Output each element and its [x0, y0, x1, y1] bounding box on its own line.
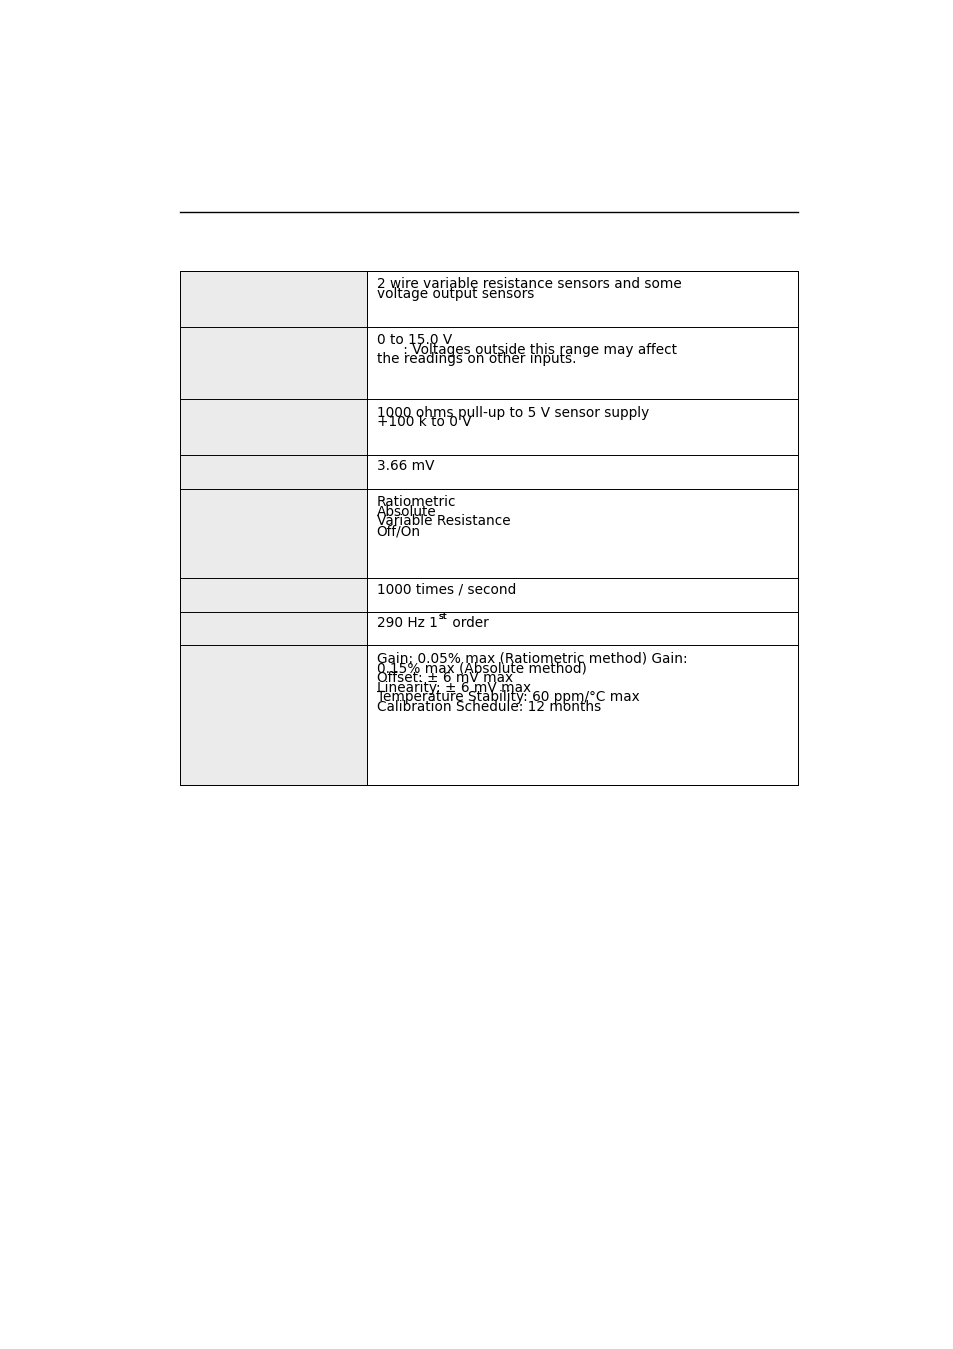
- Bar: [180, 488, 366, 579]
- Text: Calibration Schedule: 12 months: Calibration Schedule: 12 months: [376, 700, 600, 714]
- Bar: [367, 579, 797, 612]
- Bar: [180, 326, 366, 399]
- Bar: [367, 326, 797, 399]
- Bar: [367, 271, 797, 326]
- Bar: [367, 399, 797, 456]
- Text: +100 k to 0 V: +100 k to 0 V: [376, 415, 471, 429]
- Bar: [367, 645, 797, 785]
- Text: order: order: [448, 616, 488, 630]
- Text: Temperature Stability: 60 ppm/°C max: Temperature Stability: 60 ppm/°C max: [376, 691, 639, 704]
- Text: st: st: [438, 611, 447, 621]
- Text: 1000 ohms pull-up to 5 V sensor supply: 1000 ohms pull-up to 5 V sensor supply: [376, 406, 648, 420]
- Bar: [180, 399, 366, 456]
- Text: Variable Resistance: Variable Resistance: [376, 514, 510, 529]
- Text: Off/On: Off/On: [376, 525, 420, 538]
- Text: Absolute: Absolute: [376, 505, 436, 519]
- Text: 3.66 mV: 3.66 mV: [376, 460, 434, 473]
- Bar: [367, 488, 797, 579]
- Text: 1000 times / second: 1000 times / second: [376, 583, 516, 596]
- Text: Linearity: ± 6 mV max: Linearity: ± 6 mV max: [376, 681, 530, 695]
- Text: 0 to 15.0 V: 0 to 15.0 V: [376, 333, 452, 347]
- Text: Ratiometric: Ratiometric: [376, 495, 456, 509]
- Bar: [180, 271, 797, 785]
- Text: 290 Hz 1: 290 Hz 1: [376, 616, 437, 630]
- Bar: [180, 456, 366, 488]
- Bar: [180, 271, 366, 326]
- Text: Offset: ± 6 mV max: Offset: ± 6 mV max: [376, 670, 512, 685]
- Bar: [367, 612, 797, 645]
- Bar: [180, 612, 366, 645]
- Bar: [180, 645, 366, 785]
- Text: 0.15% max (Absolute method): 0.15% max (Absolute method): [376, 661, 586, 676]
- Text: the readings on other inputs.: the readings on other inputs.: [376, 352, 576, 367]
- Text: 2 wire variable resistance sensors and some: 2 wire variable resistance sensors and s…: [376, 277, 680, 291]
- Text: Gain: 0.05% max (Ratiometric method) Gain:: Gain: 0.05% max (Ratiometric method) Gai…: [376, 652, 686, 665]
- Text: : Voltages outside this range may affect: : Voltages outside this range may affect: [376, 343, 676, 356]
- Text: st: st: [438, 611, 447, 621]
- Bar: [180, 271, 797, 785]
- Text: voltage output sensors: voltage output sensors: [376, 287, 534, 301]
- Bar: [180, 579, 366, 612]
- Bar: [367, 456, 797, 488]
